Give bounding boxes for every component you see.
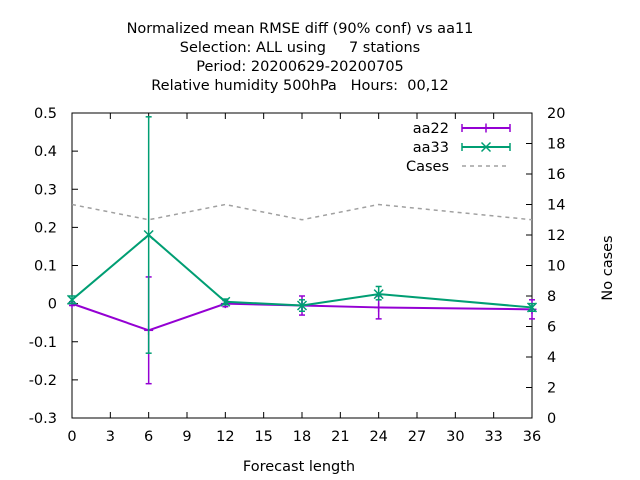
data-point (143, 229, 154, 241)
x-tick-label: 3 (106, 429, 115, 445)
x-tick-label: 15 (254, 429, 272, 445)
data-point (66, 294, 78, 305)
x-tick-label: 30 (446, 429, 464, 445)
x-tick-label: 21 (331, 429, 349, 445)
series-line-cases (71, 203, 533, 221)
y-tick-label: -0.3 (29, 411, 57, 427)
x-tick-label: 9 (182, 429, 191, 445)
legend-label: aa33 (413, 140, 449, 156)
y-tick-label: 0.5 (34, 106, 57, 122)
legend-marker (481, 123, 491, 133)
y2-tick-label: 0 (547, 411, 556, 427)
y-tick-label: 0.4 (34, 144, 57, 160)
series-cases (71, 203, 533, 221)
x-tick-label: 18 (293, 429, 311, 445)
y2-tick-label: 8 (547, 289, 556, 305)
x-tick-label: 0 (67, 429, 76, 445)
y2-tick-label: 2 (547, 381, 556, 397)
y2-tick-label: 18 (547, 137, 565, 153)
title-line-4: Relative humidity 500hPa Hours: 00,12 (151, 78, 449, 94)
title-line-3: Period: 20200629-20200705 (196, 59, 404, 75)
title-line-2: Selection: ALL using 7 stations (180, 40, 421, 56)
x-tick-label: 36 (523, 429, 541, 445)
y-axis-right: 0 2 4 6 8 10 12 14 16 18 20 (526, 106, 565, 427)
x-tick-label: 12 (216, 429, 234, 445)
y2-tick-label: 20 (547, 106, 565, 122)
legend-entry-cases: Cases (406, 159, 510, 175)
plot-area-frame (71, 112, 533, 419)
series-aa33 (66, 116, 538, 354)
legend-marker (480, 141, 492, 153)
x-axis-label: Forecast length (243, 459, 355, 475)
data-point (373, 289, 384, 300)
x-tick-label: 6 (144, 429, 153, 445)
series-layer (66, 116, 538, 385)
legend-label: aa22 (413, 121, 449, 137)
y2-tick-label: 6 (547, 320, 556, 336)
series-aa22 (67, 276, 537, 385)
data-point (296, 300, 308, 311)
y-tick-label: -0.1 (29, 335, 57, 351)
y2-axis-label: No cases (600, 235, 616, 300)
y2-tick-label: 12 (547, 228, 565, 244)
legend-label: Cases (406, 159, 449, 175)
y-axis-left: -0.3 -0.2 -0.1 0 0.1 0.2 0.3 0.4 0.5 (29, 106, 78, 427)
x-axis: 0 3 6 9 12 15 18 21 24 27 30 33 36 (67, 113, 541, 445)
legend: aa22 aa33 Cases (406, 121, 511, 175)
y2-tick-label: 14 (547, 198, 565, 214)
x-tick-label: 27 (408, 429, 426, 445)
title-line-1: Normalized mean RMSE diff (90% conf) vs … (127, 21, 474, 37)
series-line-aa33 (71, 233, 533, 309)
x-tick-label: 33 (484, 429, 502, 445)
legend-entry-aa33: aa33 (413, 140, 511, 156)
y2-tick-label: 16 (547, 167, 565, 183)
y-tick-label: -0.2 (29, 373, 57, 389)
data-point (526, 302, 538, 313)
y-tick-label: 0.2 (34, 220, 57, 236)
y-tick-label: 0 (48, 297, 57, 313)
y-tick-label: 0.3 (34, 182, 57, 198)
y2-tick-label: 4 (547, 350, 556, 366)
chart-title: Normalized mean RMSE diff (90% conf) vs … (127, 21, 474, 94)
y-tick-label: 0.1 (34, 259, 57, 275)
x-tick-label: 24 (369, 429, 387, 445)
data-point (220, 296, 231, 307)
legend-entry-aa22: aa22 (413, 121, 511, 137)
y2-tick-label: 10 (547, 259, 565, 275)
data-point (374, 302, 384, 312)
